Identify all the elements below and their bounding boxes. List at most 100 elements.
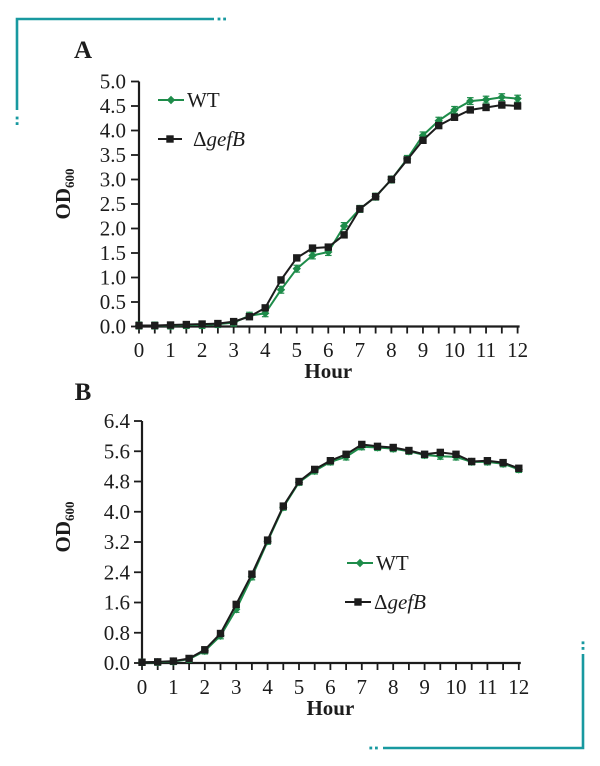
bottom-right-bracket	[383, 654, 585, 750]
panel-b: B0 1 2 3 4 5 6 7 8 9 10 11 120.00.81.62.43.24.04.85.…	[51, 379, 529, 720]
panel-a-gefb-marker	[308, 244, 317, 252]
panel-a-gefb-marker	[135, 321, 143, 330]
panel-a-gefb-marker	[166, 321, 175, 329]
panel-a-gefb-marker	[513, 102, 522, 110]
panel-a-x-tick-label: 7	[355, 338, 366, 362]
panel-b-gefb-marker	[515, 464, 523, 472]
panel-b-gefb-marker	[483, 457, 492, 465]
panel-b-gefb-marker	[389, 443, 397, 452]
panel-a-gefb-marker	[277, 276, 285, 284]
panel-b-x-tick-label: 12	[508, 675, 529, 699]
panel-b-y-tick-label: 3.2	[104, 530, 130, 554]
bracket-dot	[375, 746, 378, 750]
panel-b-gefb-marker	[358, 440, 366, 449]
panel-a-label: A	[74, 37, 92, 64]
panel-a-xaxis-title: Hour	[304, 359, 352, 383]
panel-b-gefb-marker	[499, 458, 507, 467]
panel-a-wt-marker	[339, 221, 349, 231]
panel-b-gefb-marker	[138, 658, 146, 666]
panel-a-x-tick-label: 11	[476, 338, 496, 362]
panel-a-x-tick-label: 3	[228, 338, 239, 362]
corner-brackets	[15, 17, 585, 750]
panel-b-legend-wt: WT	[347, 551, 409, 575]
panel-a-y-tick-label: 1.0	[100, 266, 126, 290]
panel-b-gefb-marker	[232, 600, 240, 609]
panel-a-gefb-marker	[387, 175, 396, 184]
panel-b-x-tick-label: 7	[357, 675, 368, 699]
panel-a-y-tick-label: 2.0	[100, 217, 126, 241]
panel-b-gefb-marker	[185, 654, 193, 663]
panel-a-y-tick-label: 1.5	[100, 241, 126, 265]
panel-b-gefb-marker	[373, 442, 382, 451]
panel-a-wt-marker	[308, 251, 317, 260]
panel-a-x-tick-label: 9	[418, 338, 429, 362]
panel-a-wt-marker	[497, 92, 507, 102]
panel-a-gefb-marker	[419, 136, 427, 144]
panel-a-y-tick-label: 4.0	[100, 119, 126, 143]
panel-b-gefb-marker	[420, 450, 429, 458]
bracket-dot	[15, 116, 19, 120]
bracket-dot	[217, 17, 221, 21]
panel-a-y-tick-label: 4.5	[100, 94, 126, 118]
panel-b-gefb-marker	[342, 450, 350, 458]
panel-b-y-tick-label: 0.8	[104, 621, 130, 645]
panel-a-gefb-marker	[324, 243, 332, 251]
panel-a-gefb-marker	[261, 304, 269, 312]
panel-a-y-tick-label: 5.0	[100, 70, 126, 94]
panel-a-gefb-marker	[245, 313, 254, 321]
panel-a-legend-gefb-label: ΔgefB	[193, 127, 245, 151]
panel-a-y-tick-label: 2.5	[100, 192, 126, 216]
panel-b-x-tick-label: 3	[231, 675, 242, 699]
panel-b-gefb-marker	[216, 629, 225, 638]
panel-a-legend-wt-label: WT	[187, 88, 220, 112]
panel-a-gefb-marker	[371, 192, 380, 201]
panel-a-gefb-marker	[198, 320, 206, 328]
top-left-bracket	[15, 17, 214, 110]
panel-a-wt-marker	[513, 94, 522, 103]
panel-a-gefb-marker	[403, 156, 411, 164]
panel-a-x-tick-label: 4	[260, 338, 271, 362]
panel-a-y-tick-label: 0.0	[100, 315, 126, 339]
bracket-dot	[369, 746, 373, 750]
panel-b-series-gefb	[138, 440, 523, 666]
panel-a-x-tick-label: 0	[134, 338, 145, 362]
panel-b-x-tick-label: 10	[446, 675, 467, 699]
panel-b-gefb-marker	[201, 646, 209, 654]
panel-a-x-tick-label: 2	[197, 338, 208, 362]
panel-a-y-tick-label: 0.5	[100, 290, 126, 314]
panel-b-series-wt	[137, 442, 523, 667]
bracket-dot	[581, 647, 585, 650]
panel-b-gefb-marker	[452, 450, 460, 458]
panel-a-x-tick-label: 5	[292, 338, 303, 362]
panel-b-x-tick-label: 0	[137, 675, 148, 699]
panel-b-y-tick-label: 0.0	[104, 651, 130, 675]
panel-a-gefb-marker	[229, 317, 238, 326]
bracket-dot	[223, 17, 226, 21]
panel-a-legend-gefb-marker	[166, 135, 174, 143]
panel-a-gefb-marker	[340, 231, 348, 239]
panel-a-gefb-marker	[182, 320, 191, 329]
panel-a-x-tick-label: 12	[507, 338, 528, 362]
panel-b-wt-line	[142, 445, 520, 664]
panel-a-series-gefb	[135, 101, 522, 330]
panel-b-x-tick-label: 1	[168, 675, 179, 699]
panel-a-legend-gefb: ΔgefB	[158, 127, 245, 151]
panel-b-y-tick-label: 2.4	[104, 560, 131, 584]
panel-b-legend-gefb-label: ΔgefB	[374, 590, 426, 614]
panel-a-yaxis-title: OD600	[51, 169, 77, 220]
panel-a-gefb-marker	[498, 101, 506, 109]
panel-a-legend-wt: WT	[158, 88, 220, 112]
panel-a-gefb-marker	[466, 106, 474, 114]
panel-a-y-tick-label: 3.5	[100, 143, 126, 167]
panel-b-gefb-marker	[169, 657, 178, 665]
panel-a-wt-marker	[466, 96, 475, 106]
panel-b-x-tick-label: 5	[294, 675, 305, 699]
panel-b-x-tick-label: 9	[419, 675, 430, 699]
panel-b-gefb-marker	[326, 457, 335, 465]
panel-a-legend-wt-marker	[166, 95, 176, 105]
panel-b-xaxis-title: Hour	[306, 696, 354, 720]
panel-b-gefb-marker	[154, 658, 162, 666]
panel-b-gefb-marker	[311, 465, 319, 474]
